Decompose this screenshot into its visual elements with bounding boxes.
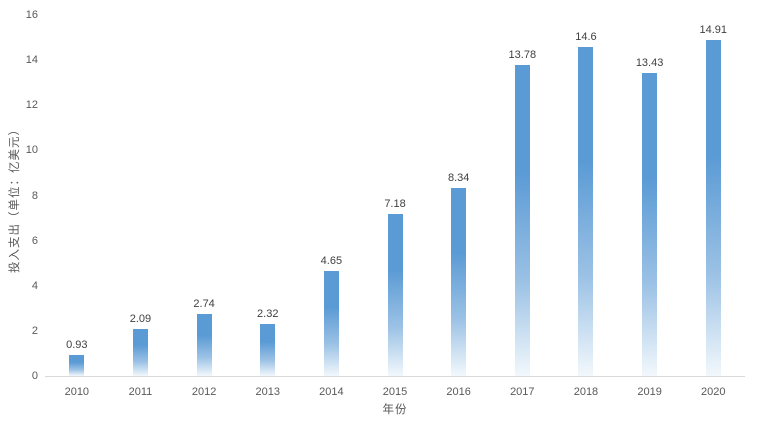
x-tick-label: 2014 bbox=[319, 386, 344, 398]
bar bbox=[578, 46, 594, 376]
y-tick-label: 10 bbox=[25, 144, 38, 157]
bar-value-label: 2.32 bbox=[257, 307, 279, 320]
bar-slot: 13.78 bbox=[490, 15, 554, 376]
bar-slot: 2.74 bbox=[172, 15, 236, 376]
bar-value-label: 8.34 bbox=[447, 171, 470, 184]
bar bbox=[196, 314, 212, 376]
plot-area: 0.93 2.09 2.74 2.32 4.65 7.18 8.34 13.78 14.6 13.… bbox=[45, 15, 745, 376]
bar-value-label: 7.18 bbox=[384, 198, 406, 211]
bar-value-label: 13.78 bbox=[508, 49, 537, 62]
bar-slot: 0.93 bbox=[45, 15, 109, 376]
y-tick-label: 16 bbox=[25, 9, 38, 21]
bar bbox=[514, 65, 530, 376]
bar-slot: 13.43 bbox=[618, 15, 682, 376]
x-axis-line bbox=[45, 376, 745, 377]
bar-slot: 2.32 bbox=[236, 15, 300, 376]
bar-value-label: 14.6 bbox=[575, 30, 597, 43]
bar bbox=[323, 271, 339, 376]
bar bbox=[387, 214, 403, 376]
bar bbox=[260, 323, 276, 376]
bar-slot: 7.18 bbox=[363, 15, 427, 376]
bar bbox=[705, 39, 721, 376]
x-tick-label: 2016 bbox=[446, 386, 471, 398]
bar-value-label: 2.09 bbox=[129, 312, 152, 325]
bar-slot: 14.91 bbox=[681, 15, 745, 376]
x-tick-label: 2011 bbox=[128, 386, 153, 398]
bar-value-label: 4.65 bbox=[320, 255, 343, 268]
x-tick-label: 2017 bbox=[510, 386, 535, 398]
x-tick-label: 2020 bbox=[700, 386, 726, 398]
x-tick-label: 2012 bbox=[191, 386, 217, 398]
bar-value-label: 13.43 bbox=[635, 57, 664, 69]
x-tick-label: 2010 bbox=[64, 386, 90, 398]
y-tick-label: 12 bbox=[25, 99, 38, 112]
y-tick-label: 6 bbox=[31, 234, 38, 247]
bar-slot: 14.6 bbox=[554, 15, 618, 376]
x-tick-label: 2019 bbox=[637, 386, 662, 398]
x-tick-label: 2015 bbox=[382, 386, 408, 398]
bar-value-label: 2.74 bbox=[193, 298, 215, 311]
bar-slot: 8.34 bbox=[427, 15, 491, 376]
y-tick-label: 8 bbox=[31, 189, 38, 202]
bar bbox=[132, 328, 148, 376]
bar bbox=[69, 355, 85, 376]
bar bbox=[642, 73, 658, 376]
bar bbox=[451, 187, 467, 376]
x-axis-tick-labels: 2010 2011 2012 2013 2014 2015 2016 2017 2018 2019… bbox=[45, 386, 745, 398]
x-tick-label: 2013 bbox=[255, 386, 280, 398]
x-axis-title: 年份 bbox=[382, 404, 408, 416]
y-tick-label: 0 bbox=[31, 370, 38, 382]
y-tick-label: 4 bbox=[31, 279, 38, 292]
y-tick-label: 2 bbox=[31, 324, 38, 337]
x-tick-label: 2018 bbox=[573, 386, 599, 398]
y-tick-label: 14 bbox=[25, 54, 38, 67]
bar-slot: 4.65 bbox=[300, 15, 364, 376]
bar-value-label: 0.93 bbox=[66, 339, 88, 352]
bar-value-label: 14.91 bbox=[699, 23, 727, 36]
bar-slot: 2.09 bbox=[109, 15, 173, 376]
